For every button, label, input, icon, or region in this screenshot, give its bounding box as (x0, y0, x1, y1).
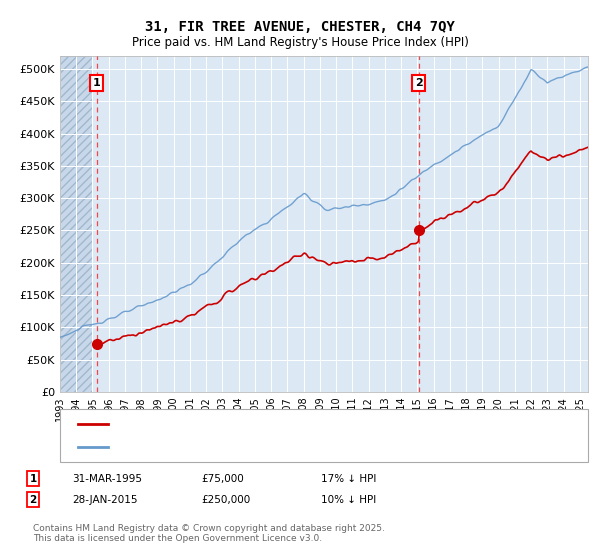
Text: 2: 2 (415, 78, 422, 88)
Text: 28-JAN-2015: 28-JAN-2015 (72, 494, 137, 505)
Text: Price paid vs. HM Land Registry's House Price Index (HPI): Price paid vs. HM Land Registry's House … (131, 36, 469, 49)
Text: 31-MAR-1995: 31-MAR-1995 (72, 474, 142, 484)
Text: 2: 2 (29, 494, 37, 505)
Text: £75,000: £75,000 (201, 474, 244, 484)
Text: 1: 1 (29, 474, 37, 484)
Text: 17% ↓ HPI: 17% ↓ HPI (321, 474, 376, 484)
Text: 1: 1 (92, 78, 100, 88)
Text: 31, FIR TREE AVENUE, CHESTER, CH4 7QY: 31, FIR TREE AVENUE, CHESTER, CH4 7QY (145, 20, 455, 34)
Text: £250,000: £250,000 (201, 494, 250, 505)
Text: 31, FIR TREE AVENUE, CHESTER, CH4 7QY (detached house): 31, FIR TREE AVENUE, CHESTER, CH4 7QY (d… (114, 419, 427, 429)
Text: HPI: Average price, detached house, Cheshire West and Chester: HPI: Average price, detached house, Ches… (114, 442, 449, 452)
Bar (60, 56, 92, 392)
Text: Contains HM Land Registry data © Crown copyright and database right 2025.
This d: Contains HM Land Registry data © Crown c… (33, 524, 385, 543)
Text: 10% ↓ HPI: 10% ↓ HPI (321, 494, 376, 505)
